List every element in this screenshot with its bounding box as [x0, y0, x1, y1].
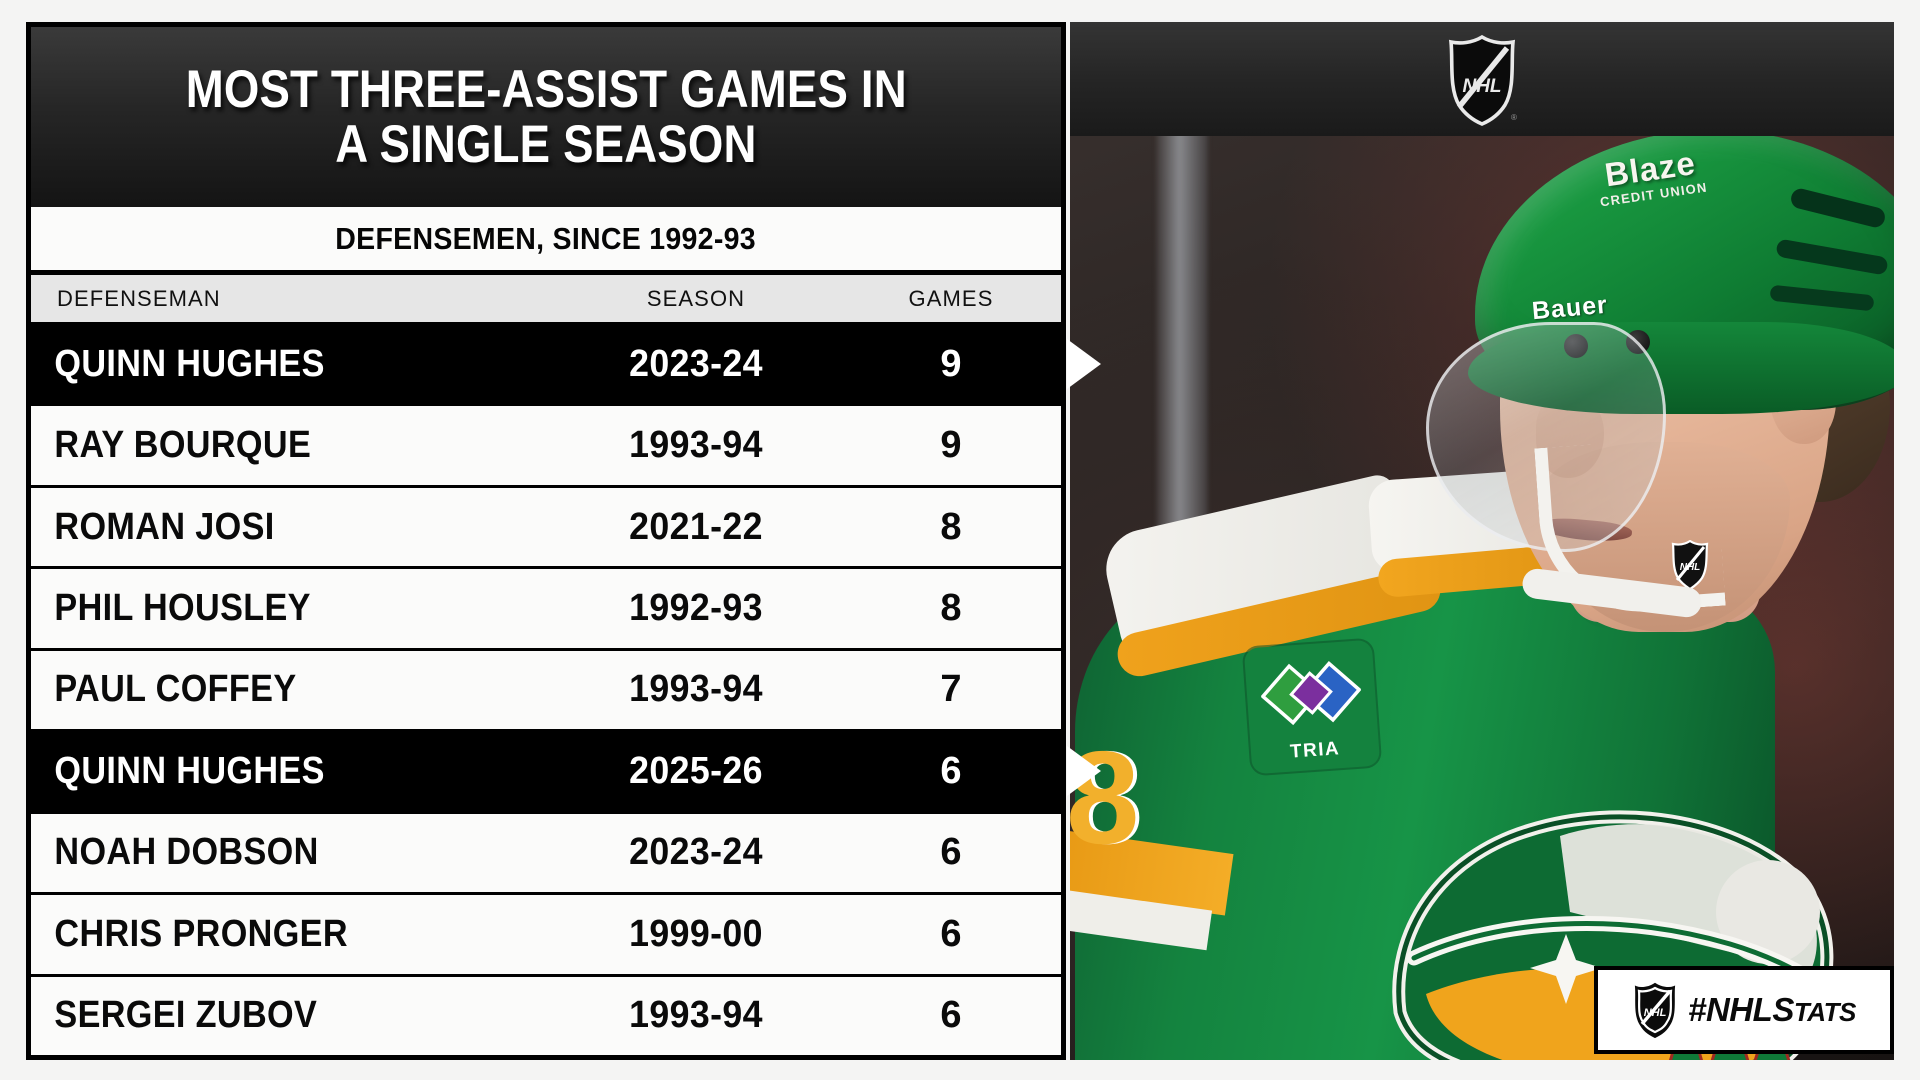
cell-defenseman: CHRIS PRONGER — [54, 912, 348, 955]
player-photo-panel: 8 NHL TRIA — [1070, 22, 1894, 1060]
badge-stats-s: S — [1772, 991, 1794, 1028]
cell-games: 9 — [940, 342, 962, 385]
cell-season: 1999-00 — [629, 912, 763, 955]
cell-defenseman: NOAH DOBSON — [54, 831, 319, 874]
table-body: QUINN HUGHES 2023-24 9 RAY BOURQUE 1993-94 9 R… — [31, 325, 1101, 1055]
cell-defenseman: SERGEI ZUBOV — [54, 994, 318, 1037]
stats-table-panel: MOST THREE-ASSIST GAMES IN A SINGLE SEAS… — [26, 22, 1101, 1060]
svg-text:®: ® — [1511, 113, 1517, 122]
cell-season: 1992-93 — [629, 587, 763, 630]
subtitle-text: DEFENSEMEN, SINCE 1992-93 — [335, 220, 757, 256]
cell-season: 1993-94 — [629, 424, 763, 467]
tria-sponsor-patch: TRIA — [1243, 639, 1381, 775]
table-row: QUINN HUGHES 2025-26 6 — [31, 732, 1101, 814]
cell-games: 8 — [940, 505, 962, 548]
cell-defenseman: PHIL HOUSLEY — [54, 587, 311, 630]
row-highlight-arrow-icon — [1067, 339, 1101, 390]
cell-games: 8 — [940, 587, 962, 630]
cell-games: 7 — [940, 668, 962, 711]
cell-season: 2023-24 — [629, 831, 763, 874]
helmet-visor — [1426, 322, 1666, 552]
cell-games: 6 — [940, 749, 962, 792]
cell-games: 6 — [940, 831, 962, 874]
table-row: PAUL COFFEY 1993-94 7 — [31, 650, 1061, 733]
cell-defenseman: QUINN HUGHES — [54, 342, 325, 385]
table-row: CHRIS PRONGER 1999-00 6 — [31, 895, 1061, 977]
cell-season: 2023-24 — [629, 342, 763, 385]
cell-season: 2025-26 — [629, 749, 763, 792]
tria-label: TRIA — [1289, 738, 1341, 763]
cell-defenseman: QUINN HUGHES — [54, 749, 325, 792]
subtitle-bar: DEFENSEMEN, SINCE 1992-93 — [31, 207, 1061, 275]
column-header-games: GAMES — [908, 285, 994, 311]
page-title-line-2: A SINGLE SEASON — [335, 115, 757, 174]
svg-text:NHL: NHL — [1462, 76, 1501, 97]
cell-season: 1993-94 — [629, 994, 763, 1037]
nhlstats-badge: NHL #NHLSTATS — [1594, 966, 1894, 1054]
cell-defenseman: RAY BOURQUE — [54, 424, 312, 467]
cell-games: 6 — [940, 912, 962, 955]
cell-season: 1993-94 — [629, 668, 763, 711]
table-row: NOAH DOBSON 2023-24 6 — [31, 813, 1061, 896]
title-block: MOST THREE-ASSIST GAMES IN A SINGLE SEAS… — [31, 27, 1061, 207]
nhlstats-badge-text: #NHLSTATS — [1688, 991, 1856, 1029]
page-title-line-1: MOST THREE-ASSIST GAMES IN — [185, 59, 907, 119]
cell-defenseman: ROMAN JOSI — [54, 505, 275, 548]
table-row: RAY BOURQUE 1993-94 9 — [31, 406, 1061, 488]
column-header-defenseman: DEFENSEMAN — [57, 285, 221, 311]
table-row: PHIL HOUSLEY 1992-93 8 — [31, 569, 1061, 651]
cell-season: 2021-22 — [629, 505, 763, 548]
tria-diamonds-icon — [1260, 660, 1362, 726]
nhl-shield-logo-icon: NHL ® — [1448, 34, 1517, 126]
nhl-shield-badge-icon: NHL — [1634, 982, 1676, 1038]
row-highlight-arrow-icon — [1067, 746, 1101, 797]
badge-stats-rest: TATS — [1793, 997, 1857, 1027]
svg-text:NHL: NHL — [1644, 1007, 1667, 1019]
table-row: SERGEI ZUBOV 1993-94 6 — [31, 976, 1061, 1055]
jersey-number: 8 — [1070, 724, 1140, 871]
cell-games: 9 — [940, 424, 962, 467]
table-column-header: DEFENSEMAN SEASON GAMES — [31, 275, 1061, 325]
table-row: ROMAN JOSI 2021-22 8 — [31, 487, 1061, 570]
column-header-season: SEASON — [646, 285, 746, 311]
cell-defenseman: PAUL COFFEY — [54, 668, 297, 711]
player-figure: 8 NHL TRIA — [1070, 22, 1894, 1060]
cell-games: 6 — [940, 994, 962, 1037]
svg-text:NHL: NHL — [1680, 562, 1701, 573]
badge-hash-text: #NHL — [1688, 991, 1773, 1028]
table-row: QUINN HUGHES 2023-24 9 — [31, 325, 1101, 407]
